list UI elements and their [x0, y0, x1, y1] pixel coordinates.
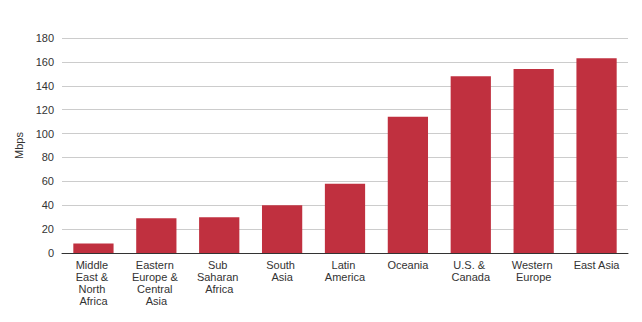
svg-text:Asia: Asia	[146, 295, 168, 307]
svg-text:40: 40	[42, 199, 54, 211]
svg-text:Middle: Middle	[76, 259, 111, 271]
svg-text:160: 160	[36, 56, 54, 68]
svg-text:Saharan: Saharan	[197, 271, 242, 283]
svg-text:North: North	[78, 283, 108, 295]
svg-text:80: 80	[42, 151, 54, 163]
svg-text:Canada: Canada	[452, 271, 491, 283]
svg-text:Mbps: Mbps	[13, 132, 25, 159]
svg-text:140: 140	[36, 80, 54, 92]
svg-text:0: 0	[48, 247, 54, 259]
svg-text:180: 180	[36, 32, 54, 44]
svg-text:U.S. &: U.S. &	[453, 259, 488, 271]
svg-text:Asia: Asia	[271, 271, 293, 283]
svg-text:America: America	[325, 271, 366, 283]
svg-text:Eastern: Eastern	[136, 259, 177, 271]
svg-text:Europe &: Europe &	[132, 271, 181, 283]
svg-text:Africa: Africa	[79, 295, 108, 307]
svg-text:Africa: Africa	[205, 283, 234, 295]
svg-text:Oceania: Oceania	[387, 259, 429, 271]
svg-text:Europe: Europe	[516, 271, 551, 283]
svg-text:South: South	[266, 259, 298, 271]
svg-text:100: 100	[36, 128, 54, 140]
svg-text:Central: Central	[137, 283, 176, 295]
svg-text:20: 20	[42, 223, 54, 235]
svg-text:Sub: Sub	[208, 259, 231, 271]
svg-text:Latin: Latin	[332, 259, 359, 271]
svg-text:Western: Western	[512, 259, 556, 271]
svg-text:East &: East &	[76, 271, 111, 283]
svg-text:120: 120	[36, 104, 54, 116]
svg-text:60: 60	[42, 175, 54, 187]
svg-text:East Asia: East Asia	[574, 259, 621, 271]
